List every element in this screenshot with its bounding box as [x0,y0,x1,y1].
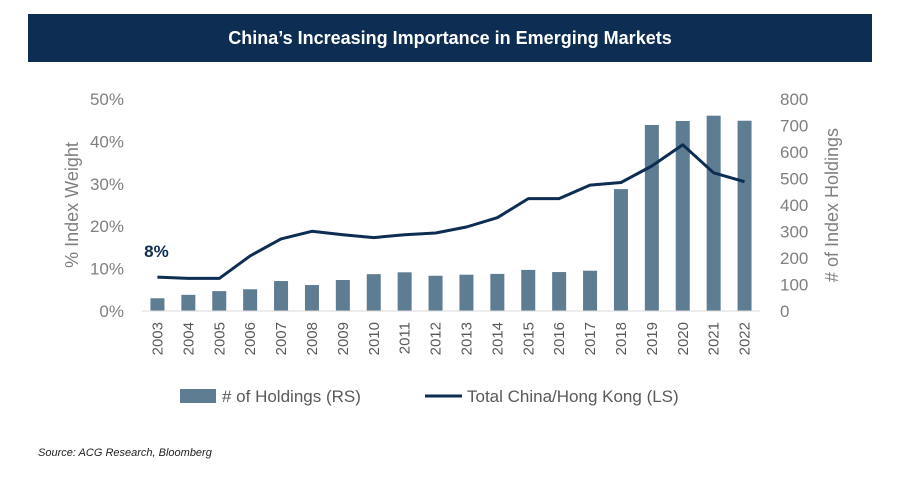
bar-2017 [583,270,598,311]
y-right-tick: 500 [780,170,808,189]
y-left-tick: 50% [90,90,124,109]
x-tick-label: 2013 [458,322,475,355]
y-right-tick: 700 [780,117,808,136]
bar-2008 [304,285,319,311]
y-right-tick: 0 [780,302,789,321]
legend-line-label: Total China/Hong Kong (LS) [467,387,679,406]
x-tick-label: 2019 [644,322,661,355]
x-tick-label: 2010 [366,322,383,355]
x-tick-label: 2017 [582,322,599,355]
bar-2006 [243,289,258,311]
legend-bar-label: # of Holdings (RS) [222,387,361,406]
bar-2021 [706,115,721,311]
y-axis-left: 50% 40% 30% 20% 10% 0% [90,90,124,321]
bar-2005 [212,291,227,311]
x-tick-label: 2007 [273,322,290,355]
y-right-tick: 800 [780,90,808,109]
y-left-tick: 30% [90,175,124,194]
x-tick-label: 2009 [335,322,352,355]
x-tick-label: 2008 [304,322,321,355]
x-tick-label: 2004 [180,322,197,355]
x-tick-label: 2015 [520,322,537,355]
x-tick-label: 2011 [397,322,414,354]
bar-2009 [335,279,350,311]
bar-2011 [397,272,412,311]
start-value-annotation: 8% [144,242,169,261]
y-axis-right-title: # of Index Holdings [822,128,842,282]
bar-2012 [428,275,443,311]
bar-2007 [274,281,289,311]
x-tick-label: 2006 [242,322,259,355]
x-tick-label: 2016 [551,322,568,355]
y-right-tick: 600 [780,143,808,162]
y-axis-left-title: % Index Weight [62,142,82,268]
y-right-tick: 100 [780,276,808,295]
bar-2022 [737,120,752,311]
bar-2004 [181,294,196,311]
x-tick-label: 2012 [428,322,445,355]
chart-area: 50% 40% 30% 20% 10% 0% 800 700 600 500 400 300 200 1… [62,90,842,406]
bar-2013 [459,274,474,311]
y-left-tick: 0% [99,302,124,321]
x-tick-label: 2014 [489,322,506,355]
line-series [157,143,745,280]
x-tick-label: 2022 [737,322,754,355]
bar-series [150,115,752,312]
bar-2003 [150,298,165,311]
legend: # of Holdings (RS) Total China/Hong Kong… [180,387,679,406]
chart-title-banner: China’s Increasing Importance in Emergin… [28,14,872,62]
legend-bar-swatch [180,389,216,403]
x-tick-label: 2021 [706,322,723,355]
bar-2020 [675,120,690,312]
source-note: Source: ACG Research, Bloomberg [38,447,212,459]
bar-2010 [366,274,381,311]
x-axis-labels: 2003 2004 2005 2006 2007 2008 2009 2010 2011 2012… [149,322,753,355]
bar-2016 [552,272,567,311]
x-tick-label: 2018 [613,322,630,355]
y-left-tick: 20% [90,217,124,236]
y-axis-right: 800 700 600 500 400 300 200 100 0 [780,90,808,321]
x-tick-label: 2005 [211,322,228,355]
y-right-tick: 400 [780,196,808,215]
y-right-tick: 200 [780,249,808,268]
y-left-tick: 10% [90,260,124,279]
y-right-tick: 300 [780,223,808,242]
bar-2018 [613,189,628,311]
chart-title: China’s Increasing Importance in Emergin… [228,27,672,48]
bar-2014 [490,273,505,311]
bar-2019 [644,124,659,311]
bar-2015 [521,269,536,311]
x-tick-label: 2003 [149,322,166,355]
y-left-tick: 40% [90,132,124,151]
x-tick-label: 2020 [675,322,692,355]
